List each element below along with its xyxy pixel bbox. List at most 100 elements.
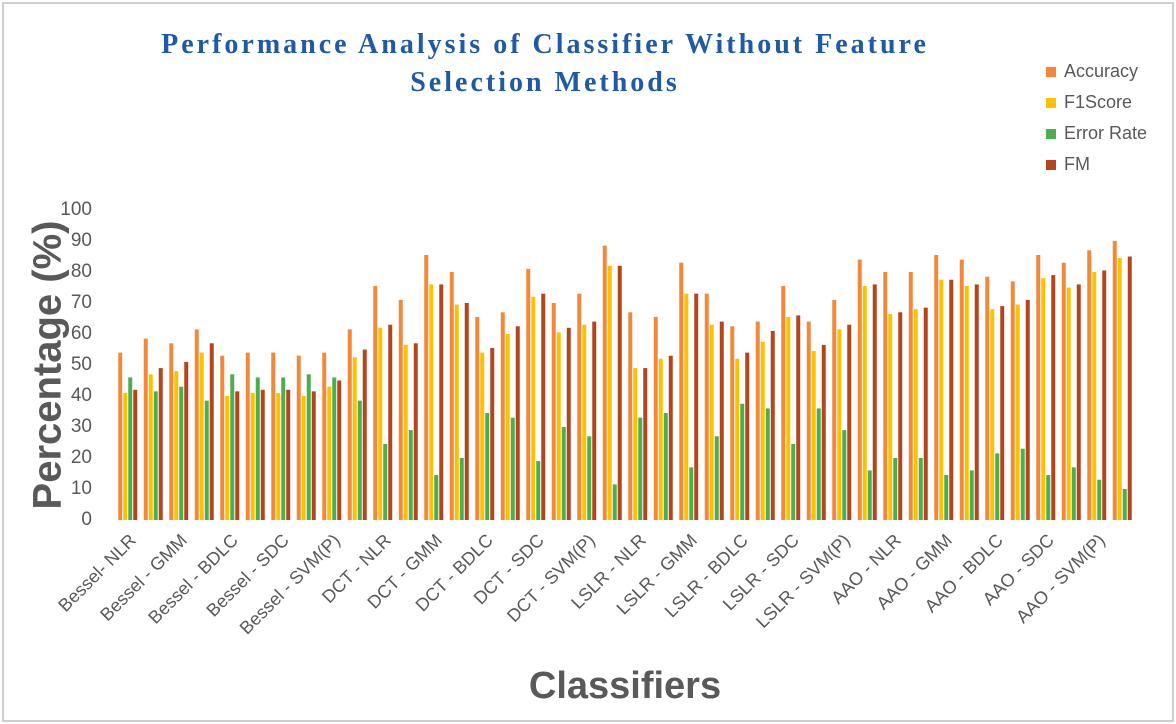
x-tick-label: AAO - SVM(P) [1012, 530, 1109, 627]
bar [990, 309, 995, 520]
bar [679, 262, 684, 520]
bar [424, 254, 429, 520]
bar [464, 303, 469, 520]
bar [985, 276, 990, 520]
bar [505, 334, 510, 520]
bar [541, 293, 546, 520]
bar [755, 321, 760, 520]
y-tick-label: 80 [71, 261, 92, 282]
bar [1041, 278, 1046, 520]
y-tick-label: 60 [71, 323, 92, 344]
bar [995, 453, 1000, 520]
y-tick-label: 10 [71, 478, 92, 499]
bar [403, 344, 408, 520]
bar [352, 357, 357, 520]
bar [770, 330, 775, 520]
bar [1015, 304, 1020, 520]
bar [796, 315, 801, 520]
bar [373, 285, 378, 520]
bar [143, 338, 148, 520]
bar [1076, 284, 1081, 520]
bar [388, 324, 393, 520]
bar [735, 358, 740, 520]
bar [1117, 258, 1122, 520]
bar [689, 467, 694, 520]
bar [459, 458, 464, 520]
bar [939, 279, 944, 520]
legend-label: F1Score [1064, 92, 1132, 112]
bar [719, 321, 724, 520]
bar [643, 368, 648, 520]
bar [811, 351, 816, 520]
bar [862, 285, 867, 520]
bar [322, 352, 327, 520]
bar [1020, 448, 1025, 520]
bar [204, 400, 209, 520]
bar [276, 392, 281, 520]
bar [408, 430, 413, 520]
bar [872, 284, 877, 520]
bar [709, 324, 714, 520]
bar [118, 352, 123, 520]
bar [515, 326, 520, 520]
bar [760, 341, 765, 520]
bar [944, 475, 949, 520]
bar [668, 355, 673, 520]
bar [694, 293, 699, 520]
bar [281, 377, 286, 520]
bar [327, 386, 332, 520]
bar [883, 272, 888, 520]
bar [663, 413, 668, 520]
bar [301, 396, 306, 520]
legend-label: Error Rate [1064, 123, 1147, 143]
bar [531, 296, 536, 520]
bar [434, 475, 439, 520]
y-axis-title: Percentage (%) [26, 221, 70, 510]
bar [577, 293, 582, 520]
bar [209, 343, 214, 520]
bar [174, 371, 179, 520]
bar [842, 430, 847, 520]
bar [526, 268, 531, 520]
bar [250, 392, 255, 520]
bar [1010, 281, 1015, 520]
y-tick-label: 70 [71, 292, 92, 313]
bar [934, 254, 939, 520]
bar [913, 309, 918, 520]
bar [306, 374, 311, 520]
bar [969, 470, 974, 520]
bar [362, 349, 367, 520]
bar [357, 400, 362, 520]
bar [1127, 256, 1132, 520]
bar [485, 413, 490, 520]
bar [959, 259, 964, 520]
bar [592, 321, 597, 520]
bar [867, 470, 872, 520]
bar [704, 293, 709, 520]
bar [786, 316, 791, 520]
y-tick-label: 30 [71, 416, 92, 437]
bar [888, 313, 893, 520]
bar [225, 396, 230, 520]
bar [148, 374, 153, 520]
bar [378, 327, 383, 520]
bar [791, 444, 796, 520]
bar [337, 380, 342, 520]
bar [286, 389, 291, 520]
bar [1112, 241, 1117, 520]
bar [347, 329, 352, 520]
bar [260, 389, 265, 520]
bar [658, 358, 663, 520]
chart-title: Performance Analysis of Classifier Witho… [161, 29, 929, 98]
bar [765, 408, 770, 520]
y-tick-label: 40 [71, 385, 92, 406]
bar [454, 304, 459, 520]
bar [383, 444, 388, 520]
y-tick-label: 50 [71, 354, 92, 375]
bar [153, 391, 158, 520]
legend-swatch [1046, 129, 1056, 139]
y-tick-label: 20 [71, 447, 92, 468]
bar [1102, 270, 1107, 520]
